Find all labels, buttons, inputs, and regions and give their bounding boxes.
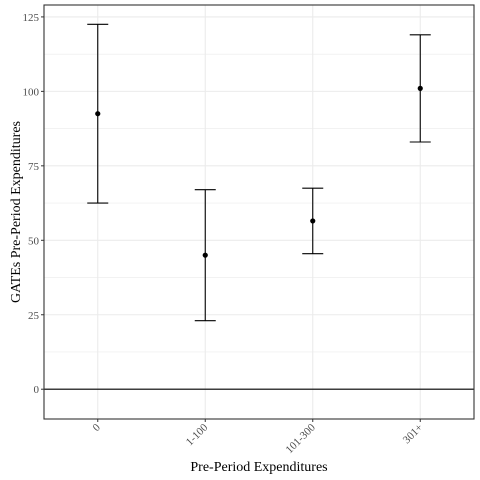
point-estimate-1-100 [202, 252, 208, 258]
y-tick-label: 125 [23, 12, 40, 24]
y-axis-title: GATEs Pre-Period Expenditures [9, 121, 24, 303]
point-estimate-101-300 [310, 218, 316, 224]
x-axis-title: Pre-Period Expenditures [190, 460, 327, 475]
y-tick-label: 100 [23, 86, 40, 98]
panel-border [43, 4, 475, 420]
y-tick-label: 25 [28, 310, 40, 322]
minor-gridlines [44, 53, 474, 353]
y-tick-label: 75 [28, 161, 40, 173]
point-estimate-0 [95, 111, 101, 117]
point-estimate-301+ [417, 85, 423, 91]
y-tick-label: 0 [34, 384, 40, 396]
y-tick-label: 50 [28, 235, 40, 247]
point-estimates [95, 85, 423, 258]
y-axis-ticks: 0 25 50 75 100 125 [23, 12, 44, 396]
